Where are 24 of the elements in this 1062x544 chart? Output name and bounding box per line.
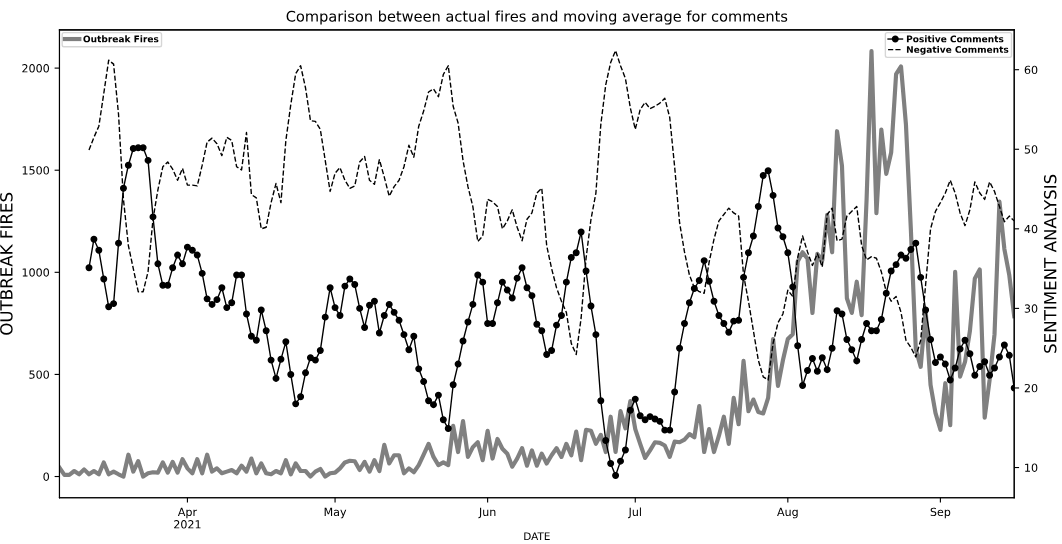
- x-tick-label: Jul: [627, 507, 641, 519]
- y2-tick-label: 20: [1024, 383, 1038, 393]
- x-axis-title: DATE: [524, 532, 550, 540]
- y-tick-label: 0: [43, 472, 50, 481]
- x-tick-label: May: [324, 507, 347, 519]
- x-tick-label: Apr 2021: [174, 507, 201, 529]
- chart-title: Comparison between actual fires and moving average for comments: [286, 10, 788, 25]
- y-tick-label: 2000: [22, 64, 50, 73]
- y-tick-label: 500: [29, 370, 50, 379]
- x-tick-label: Jun: [478, 507, 496, 519]
- legend-label: Negative Comments: [906, 45, 1009, 55]
- y2-axis-title: SENTIMENT ANALYSIS: [1043, 174, 1057, 353]
- x-tick-label: Aug: [777, 507, 798, 519]
- x-tick-label: Sep: [930, 507, 951, 519]
- y2-tick-label: 10: [1025, 463, 1038, 472]
- y2-tick-label: 60: [1024, 65, 1038, 75]
- legend-label: Positive Comments: [906, 35, 1004, 43]
- y-axis-title: OUTBREAK FIRES: [0, 192, 13, 335]
- y2-tick-label: 40: [1024, 224, 1038, 234]
- y-tick-label: 1500: [22, 166, 50, 175]
- y2-tick-label: 30: [1024, 304, 1038, 313]
- y-tick-label: 1000: [22, 268, 50, 277]
- legend-label: Outbreak Fires: [83, 35, 159, 43]
- y2-tick-label: 50: [1024, 145, 1038, 154]
